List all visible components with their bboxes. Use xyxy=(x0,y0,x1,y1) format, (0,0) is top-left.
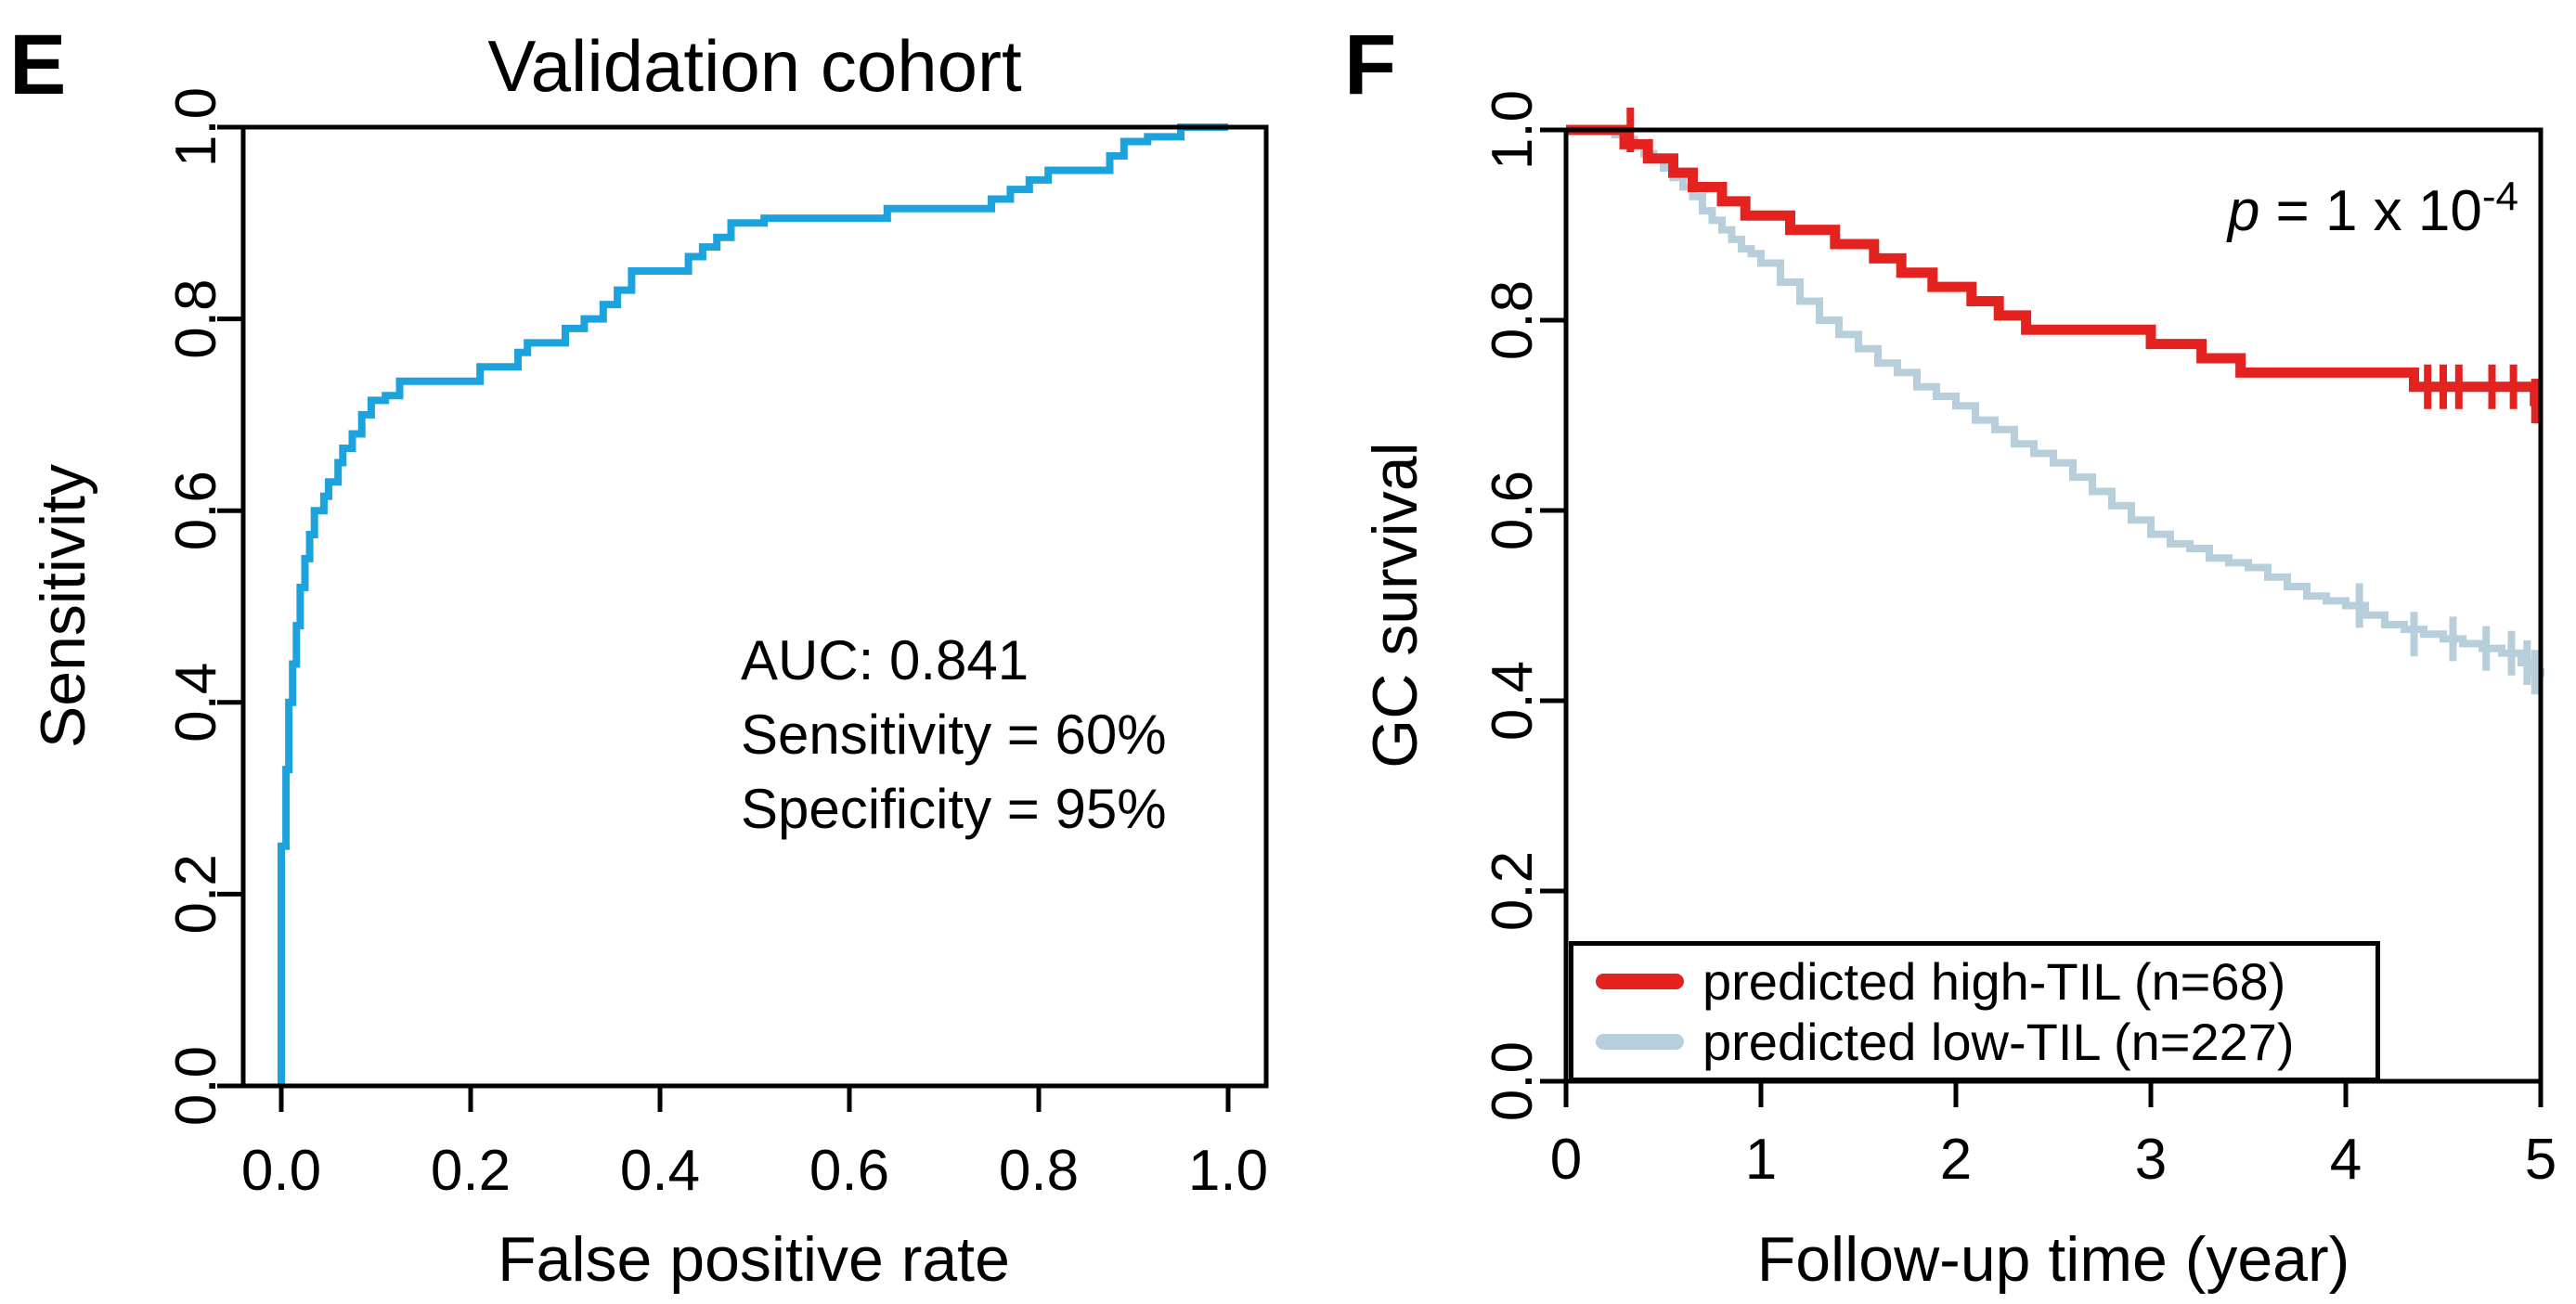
km-axes-box xyxy=(1563,127,2544,1084)
km-x-tick-label: 3 xyxy=(2135,1128,2167,1192)
roc-y-tick-label: 0.0 xyxy=(164,1046,228,1126)
roc-x-tick-label: 0.4 xyxy=(620,1139,700,1203)
roc-annotations: AUC: 0.841 Sensitivity = 60% Specificity… xyxy=(741,624,1167,846)
roc-y-tick-label: 1.0 xyxy=(164,87,228,167)
km-x-tick-label: 1 xyxy=(1745,1128,1777,1192)
km-plot: 0 1 2 3 4 5 0.0 0.2 0.4 0.6 0.8 1.0 xyxy=(1481,90,2557,1192)
km-p-value: p = 1 x 10-4 xyxy=(1961,176,2518,244)
km-x-tick-label: 5 xyxy=(2525,1128,2557,1192)
roc-chart-title: Validation cohort xyxy=(487,25,1022,107)
panel-letter-f: F xyxy=(1344,18,1398,112)
roc-y-tick-label: 0.4 xyxy=(164,663,228,742)
roc-y-tick-label: 0.6 xyxy=(164,471,228,550)
roc-series-roc-curve xyxy=(278,123,1228,1086)
roc-axes-box xyxy=(240,124,1269,1089)
km-x-tick-label: 0 xyxy=(1550,1128,1582,1192)
roc-specificity-text: Specificity = 95% xyxy=(741,778,1167,840)
km-y-tick-label: 0.6 xyxy=(1481,471,1545,550)
roc-x-tick-label: 0.6 xyxy=(809,1139,889,1203)
roc-x-tick-label: 0.0 xyxy=(241,1139,321,1203)
panel-letter-e: E xyxy=(9,18,68,112)
km-legend: predicted high-TIL (n=68) predicted low-… xyxy=(1569,941,2380,1082)
km-series-predicted-high-til-n-68- xyxy=(1566,124,2541,407)
roc-x-tick-label: 1.0 xyxy=(1188,1139,1268,1203)
roc-x-tick-label: 0.8 xyxy=(999,1139,1079,1203)
roc-y-tick-label: 0.2 xyxy=(164,854,228,934)
km-legend-item-high-til: predicted high-TIL (n=68) xyxy=(1596,951,2375,1012)
km-y-tick-label: 0.8 xyxy=(1481,280,1545,360)
km-y-tick-label: 0.0 xyxy=(1481,1041,1545,1121)
roc-y-axis-title: Sensitivity xyxy=(28,463,98,749)
km-x-tick-label: 2 xyxy=(1940,1128,1972,1192)
km-y-tick-label: 0.4 xyxy=(1481,661,1545,741)
km-p-value-symbol: p xyxy=(2227,179,2260,243)
km-p-value-exponent: -4 xyxy=(2481,174,2518,220)
roc-sensitivity-text: Sensitivity = 60% xyxy=(741,704,1167,766)
km-y-tick-label: 1.0 xyxy=(1481,90,1545,170)
low-til-line-swatch xyxy=(1596,1034,1684,1050)
km-y-tick-label: 0.2 xyxy=(1481,851,1545,931)
high-til-line-swatch xyxy=(1596,974,1684,989)
km-legend-item-low-til: predicted low-TIL (n=227) xyxy=(1596,1012,2375,1072)
km-legend-label-low-til: predicted low-TIL (n=227) xyxy=(1702,1013,2295,1071)
km-x-axis-title: Follow-up time (year) xyxy=(1756,1224,2350,1295)
roc-auc-text: AUC: 0.841 xyxy=(741,629,1029,691)
km-p-value-body: = 1 x 10 xyxy=(2259,179,2482,243)
roc-x-axis-title: False positive rate xyxy=(498,1224,1010,1295)
km-legend-label-high-til: predicted high-TIL (n=68) xyxy=(1702,952,2286,1011)
km-x-tick-label: 4 xyxy=(2330,1128,2362,1192)
roc-x-tick-label: 0.2 xyxy=(431,1139,511,1203)
km-series-predicted-low-til-n-227- xyxy=(1566,126,2544,678)
roc-y-tick-label: 0.8 xyxy=(164,278,228,358)
km-y-axis-title: GC survival xyxy=(1360,442,1430,768)
roc-plot: 0.0 0.2 0.4 0.6 0.8 1.0 0.0 0.2 0.4 0.6 0.8 1.0 xyxy=(164,87,1269,1203)
